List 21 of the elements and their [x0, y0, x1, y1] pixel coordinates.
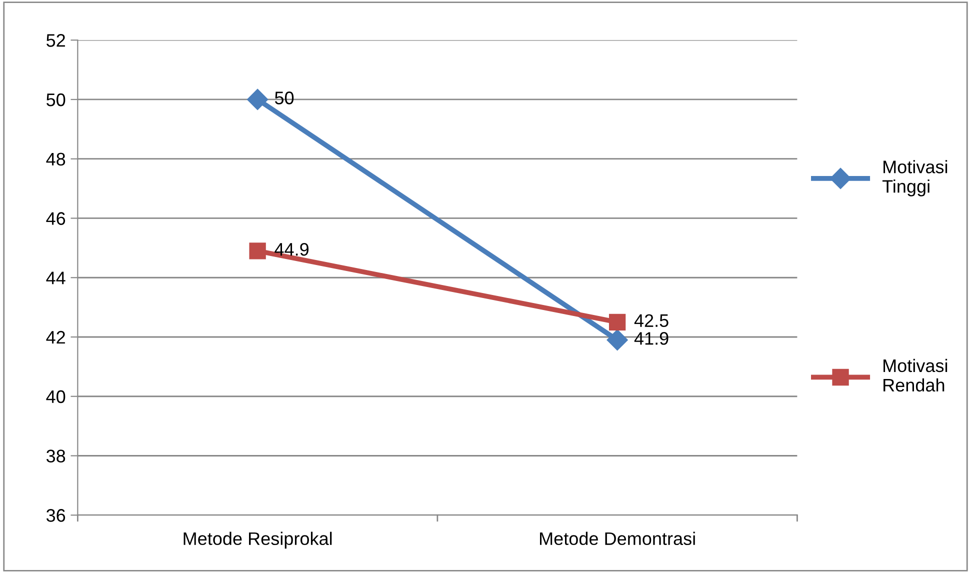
y-tick-label: 38: [46, 450, 66, 462]
legend-label: Motivasi Rendah: [884, 358, 948, 392]
y-tick-label: 52: [46, 34, 65, 47]
data-label: 41.9: [634, 332, 668, 345]
y-tick-label: 50: [46, 93, 66, 106]
y-tick-label: 48: [46, 152, 66, 166]
y-tick-label: 36: [46, 509, 66, 522]
y-tick-label: 40: [46, 390, 66, 404]
point: [249, 242, 266, 260]
data-label: 44.9: [274, 242, 309, 256]
data-label: 42.5: [634, 314, 668, 327]
y-tick-label: 42: [46, 330, 65, 344]
point: [606, 329, 628, 350]
x-tick-label: Metode Resiprokal: [184, 532, 332, 549]
data-label: 50: [274, 92, 294, 104]
point: [247, 88, 268, 110]
y-tick-label: 46: [46, 212, 66, 225]
point: [608, 314, 626, 330]
x-tick-label: Metode Demontrasi: [540, 532, 695, 546]
y-tick-label: 44: [46, 272, 66, 284]
legend-label: Motivasi Tinggi: [882, 160, 948, 196]
